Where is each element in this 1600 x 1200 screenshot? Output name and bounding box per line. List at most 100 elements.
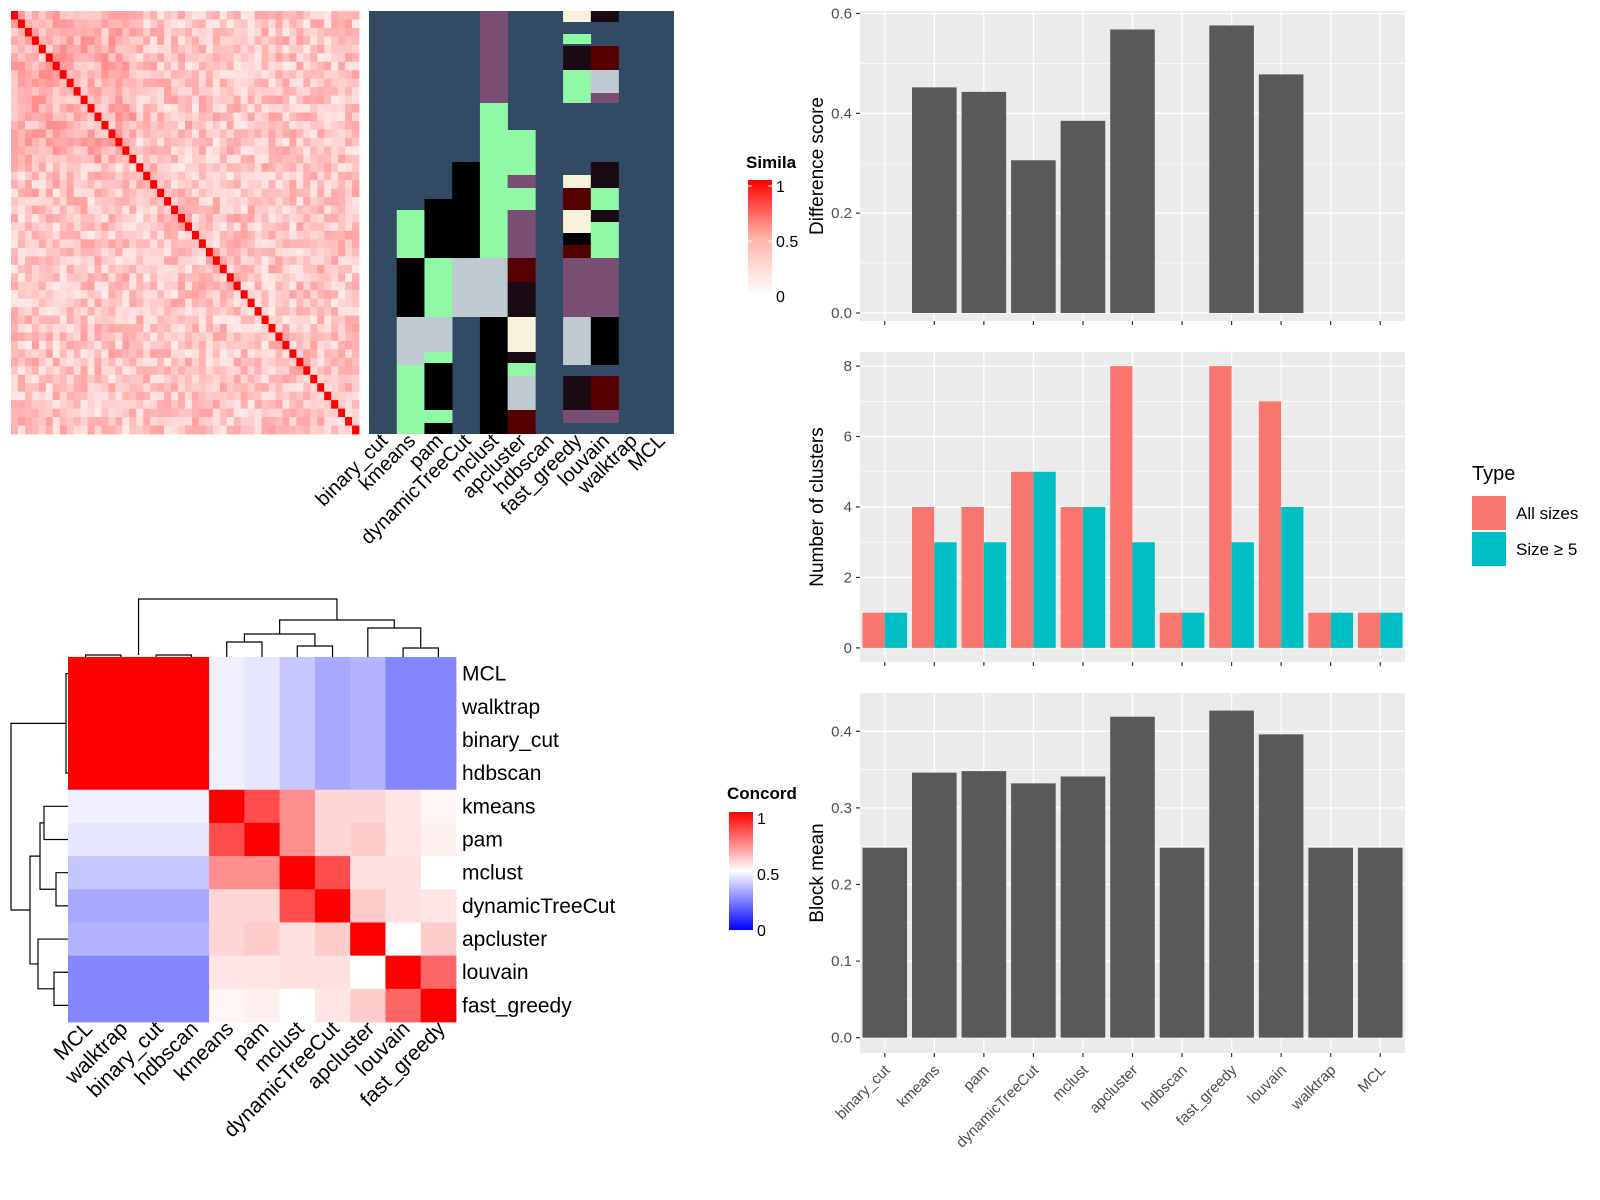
similarity-cell xyxy=(345,391,353,401)
similarity-cell xyxy=(136,425,144,435)
assignment-cell-louvain xyxy=(590,70,619,93)
similarity-cell xyxy=(80,349,88,359)
concordance-cell xyxy=(138,756,175,791)
similarity-cell xyxy=(303,205,311,215)
similarity-cell xyxy=(345,87,353,96)
similarity-cell xyxy=(185,383,193,393)
similarity-cell xyxy=(317,19,325,29)
similarity-cell xyxy=(310,95,318,105)
similarity-cell xyxy=(129,307,137,316)
similarity-cell xyxy=(352,19,360,29)
concordance-cell xyxy=(103,889,139,923)
similarity-cell xyxy=(275,163,283,173)
similarity-cell xyxy=(331,53,339,63)
similarity-cell xyxy=(101,27,109,37)
similarity-cell xyxy=(178,163,186,173)
similarity-cell xyxy=(310,239,318,249)
similarity-cell xyxy=(289,230,297,240)
concordance-cell xyxy=(138,690,175,724)
similarity-cell xyxy=(240,205,249,215)
similarity-cell xyxy=(17,273,26,283)
similarity-cell xyxy=(317,332,325,342)
similarity-cell xyxy=(247,171,255,181)
similarity-cell xyxy=(185,290,193,300)
similarity-cell xyxy=(17,324,26,333)
similarity-cell xyxy=(136,307,144,316)
similarity-cell xyxy=(178,374,186,384)
concordance-cell xyxy=(385,822,422,857)
similarity-cell xyxy=(164,366,172,376)
similarity-cell xyxy=(275,332,283,342)
similarity-cell xyxy=(310,332,318,342)
similarity-cell xyxy=(282,324,290,333)
similarity-cell xyxy=(219,264,228,274)
similarity-cell xyxy=(226,146,235,156)
similarity-cell xyxy=(275,264,283,274)
similarity-cell xyxy=(164,53,172,63)
similarity-cell xyxy=(282,95,290,105)
similarity-cell xyxy=(11,239,19,249)
similarity-cell xyxy=(164,349,172,359)
similarity-cell xyxy=(17,53,26,63)
similarity-cell xyxy=(11,146,19,156)
similarity-cell xyxy=(240,324,249,333)
similarity-cell xyxy=(171,19,179,29)
similarity-cell xyxy=(87,408,95,418)
similarity-cell xyxy=(310,197,318,206)
similarity-cell xyxy=(45,222,54,232)
similarity-cell xyxy=(52,61,61,71)
similarity-cell xyxy=(261,366,269,376)
similarity-cell xyxy=(80,425,88,435)
similarity-cell xyxy=(240,78,249,88)
similarity-cell xyxy=(324,391,332,401)
similarity-cell xyxy=(338,104,346,113)
similarity-cell xyxy=(11,44,19,54)
similarity-cell xyxy=(275,290,283,300)
similarity-cell xyxy=(11,417,19,426)
similarity-cell xyxy=(164,273,172,283)
similarity-cell xyxy=(247,11,255,20)
similarity-cell xyxy=(101,222,109,232)
similarity-cell xyxy=(87,197,95,206)
similarity-cell xyxy=(101,247,109,257)
similarity-cell xyxy=(94,154,102,164)
similarity-cell xyxy=(212,230,221,240)
similarity-cell xyxy=(261,222,269,232)
similarity-cell xyxy=(94,391,102,401)
concordance-legend-title: Concord xyxy=(727,784,797,803)
similarity-cell xyxy=(345,154,353,164)
similarity-cell xyxy=(296,19,304,29)
similarity-cell xyxy=(205,19,214,29)
similarity-cell xyxy=(157,366,165,376)
similarity-cell xyxy=(178,180,186,190)
similarity-cell xyxy=(136,383,144,393)
y-tick-label: 4 xyxy=(844,499,852,516)
similarity-cell xyxy=(303,70,311,80)
similarity-cell xyxy=(73,78,81,88)
similarity-cell xyxy=(129,400,137,410)
similarity-cell xyxy=(73,61,81,71)
similarity-cell xyxy=(268,78,276,88)
similarity-cell xyxy=(219,357,228,367)
similarity-cell xyxy=(317,146,325,156)
similarity-cell xyxy=(150,307,158,316)
similarity-cell xyxy=(59,44,68,54)
similarity-cell xyxy=(240,264,249,274)
similarity-cell xyxy=(136,163,144,173)
similarity-cell xyxy=(178,383,186,393)
similarity-cell xyxy=(303,332,311,342)
concordance-cell xyxy=(209,822,245,857)
similarity-cell xyxy=(136,273,144,283)
similarity-cell xyxy=(268,374,276,384)
assignment-cell-fast_greedy xyxy=(563,11,592,22)
similarity-cell xyxy=(17,78,26,88)
similarity-cell xyxy=(226,264,235,274)
similarity-cell xyxy=(45,366,54,376)
similarity-cell xyxy=(157,324,165,333)
similarity-cell xyxy=(310,383,318,393)
similarity-cell xyxy=(185,256,193,266)
similarity-cell xyxy=(178,104,186,113)
similarity-cell xyxy=(345,61,353,71)
similarity-cell xyxy=(261,290,269,300)
bar-fast_greedy xyxy=(1209,25,1254,314)
